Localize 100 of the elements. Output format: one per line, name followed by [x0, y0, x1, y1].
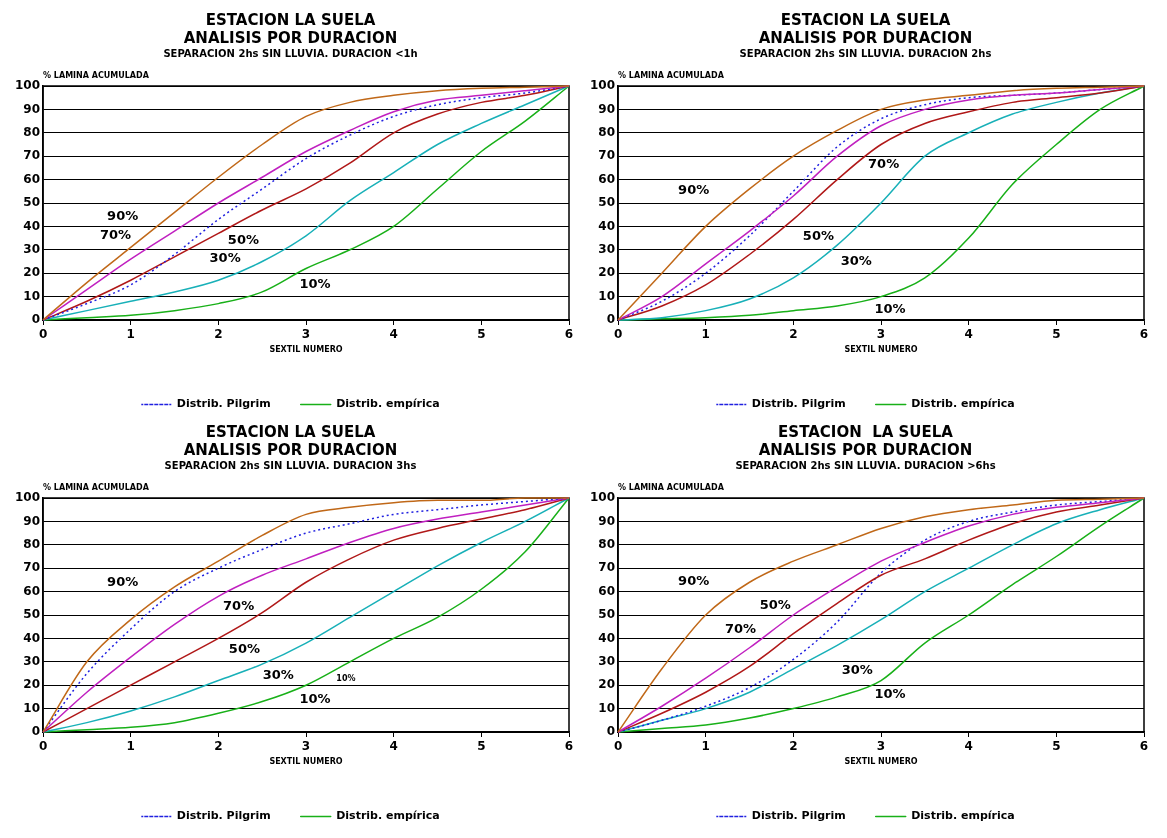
legend-label: Distrib. empírica [911, 397, 1015, 411]
annotation: 30% [841, 662, 873, 678]
x-tick-label: 4 [964, 327, 973, 342]
x-tick-label: 2 [214, 327, 223, 342]
legend-label: Distrib. Pilgrim [176, 809, 271, 823]
x-tick-label: 4 [389, 739, 398, 754]
annotation: 70% [724, 620, 757, 636]
y-tick-label: 80 [598, 124, 616, 139]
x-axis-title: SEXTIL NUMERO [269, 345, 343, 355]
annotation: 50% [802, 227, 834, 243]
y-tick-label: 100 [589, 490, 616, 505]
y-tick-label: 30 [23, 241, 41, 256]
x-tick-label: 1 [701, 327, 710, 342]
x-tick-label: 5 [477, 327, 486, 342]
legend-label: Distrib. empírica [911, 809, 1015, 823]
x-tick-label: 6 [1139, 327, 1149, 342]
x-tick-label: 5 [1052, 739, 1061, 754]
chart-title: ESTACION LA SUELA ANALISIS POR DURACION [183, 10, 398, 47]
chart-title: ESTACION LA SUELA ANALISIS POR DURACION [758, 422, 973, 459]
y-tick-label: 20 [598, 265, 616, 280]
x-axis-title: SEXTIL NUMERO [844, 757, 918, 767]
x-tick-label: 3 [876, 327, 886, 342]
y-tick-label: 20 [23, 265, 41, 280]
x-tick-label: 4 [389, 327, 398, 342]
y-tick-label: 50 [23, 607, 41, 622]
x-tick-label: 5 [477, 739, 486, 754]
y-tick-label: 40 [23, 630, 41, 645]
legend-label: Distrib. Pilgrim [176, 397, 271, 411]
y-tick-label: 0 [31, 724, 41, 739]
annotation: 10% [874, 686, 906, 702]
y-tick-label: 50 [23, 195, 41, 210]
y-tick-label: 40 [598, 218, 616, 233]
y-tick-label: 90 [23, 101, 41, 116]
x-tick-label: 1 [701, 739, 710, 754]
annotation: 10% [299, 276, 331, 292]
y-tick-label: 40 [598, 630, 616, 645]
x-tick-label: 6 [1139, 739, 1149, 754]
legend-label: Distrib. Pilgrim [751, 809, 846, 823]
y-tick-label: 100 [14, 78, 41, 93]
annotation: 90% [107, 574, 139, 590]
y-tick-label: 60 [598, 171, 616, 186]
y-tick-label: 100 [589, 78, 616, 93]
x-tick-label: 2 [789, 739, 798, 754]
y-axis-title: % LAMINA ACUMULADA [43, 483, 150, 493]
x-tick-label: 3 [301, 327, 311, 342]
annotation: 50% [228, 641, 260, 657]
annotation: 90% [678, 572, 710, 588]
y-tick-label: 0 [606, 312, 616, 327]
y-tick-label: 60 [598, 583, 616, 598]
annotation: 30% [209, 249, 241, 265]
y-tick-label: 10 [598, 700, 616, 715]
y-tick-label: 30 [598, 653, 616, 668]
chart-title: ESTACION LA SUELA ANALISIS POR DURACION [183, 422, 398, 459]
y-tick-label: 20 [598, 677, 616, 692]
annotation: 50% [227, 232, 259, 248]
y-axis-title: % LAMINA ACUMULADA [618, 71, 725, 81]
annotation: 70% [99, 227, 132, 243]
y-tick-label: 60 [23, 171, 41, 186]
x-tick-label: 4 [964, 739, 973, 754]
legend-label: Distrib. empírica [336, 397, 440, 411]
chart-title: ESTACION LA SUELA ANALISIS POR DURACION [758, 10, 973, 47]
chart-subtitle: SEPARACION 2hs SIN LLUVIA. DURACION 3hs [164, 459, 417, 471]
x-tick-label: 6 [564, 327, 574, 342]
annotation: 10% [336, 674, 356, 684]
annotation: 70% [223, 597, 255, 613]
y-tick-label: 80 [23, 536, 41, 551]
y-tick-label: 90 [598, 101, 616, 116]
y-tick-label: 30 [598, 241, 616, 256]
y-tick-label: 20 [23, 677, 41, 692]
annotation: 90% [678, 182, 710, 198]
x-axis-title: SEXTIL NUMERO [269, 757, 343, 767]
x-tick-label: 5 [1052, 327, 1061, 342]
annotation: 10% [874, 300, 906, 316]
legend-label: Distrib. empírica [336, 809, 440, 823]
x-tick-label: 1 [126, 739, 135, 754]
chart-subtitle: SEPARACION 2hs SIN LLUVIA. DURACION >6hs [735, 459, 996, 471]
y-tick-label: 50 [598, 607, 616, 622]
annotation: 70% [868, 156, 900, 172]
y-tick-label: 90 [598, 513, 616, 528]
annotation: 30% [262, 667, 294, 683]
annotation: 30% [840, 252, 872, 268]
legend-label: Distrib. Pilgrim [751, 397, 846, 411]
x-tick-label: 3 [301, 739, 311, 754]
y-tick-label: 100 [14, 490, 41, 505]
x-tick-label: 3 [876, 739, 886, 754]
y-tick-label: 0 [606, 724, 616, 739]
x-tick-label: 6 [564, 739, 574, 754]
y-tick-label: 10 [23, 288, 41, 303]
y-tick-label: 10 [23, 700, 41, 715]
x-axis-title: SEXTIL NUMERO [844, 345, 918, 355]
x-tick-label: 2 [214, 739, 223, 754]
y-tick-label: 0 [31, 312, 41, 327]
chart-subtitle: SEPARACION 2hs SIN LLUVIA. DURACION <1h [163, 47, 418, 59]
annotation: 50% [759, 596, 791, 612]
y-tick-label: 80 [23, 124, 41, 139]
y-tick-label: 30 [23, 653, 41, 668]
x-tick-label: 2 [789, 327, 798, 342]
chart-subtitle: SEPARACION 2hs SIN LLUVIA. DURACION 2hs [739, 47, 992, 59]
y-tick-label: 60 [23, 583, 41, 598]
y-tick-label: 40 [23, 218, 41, 233]
